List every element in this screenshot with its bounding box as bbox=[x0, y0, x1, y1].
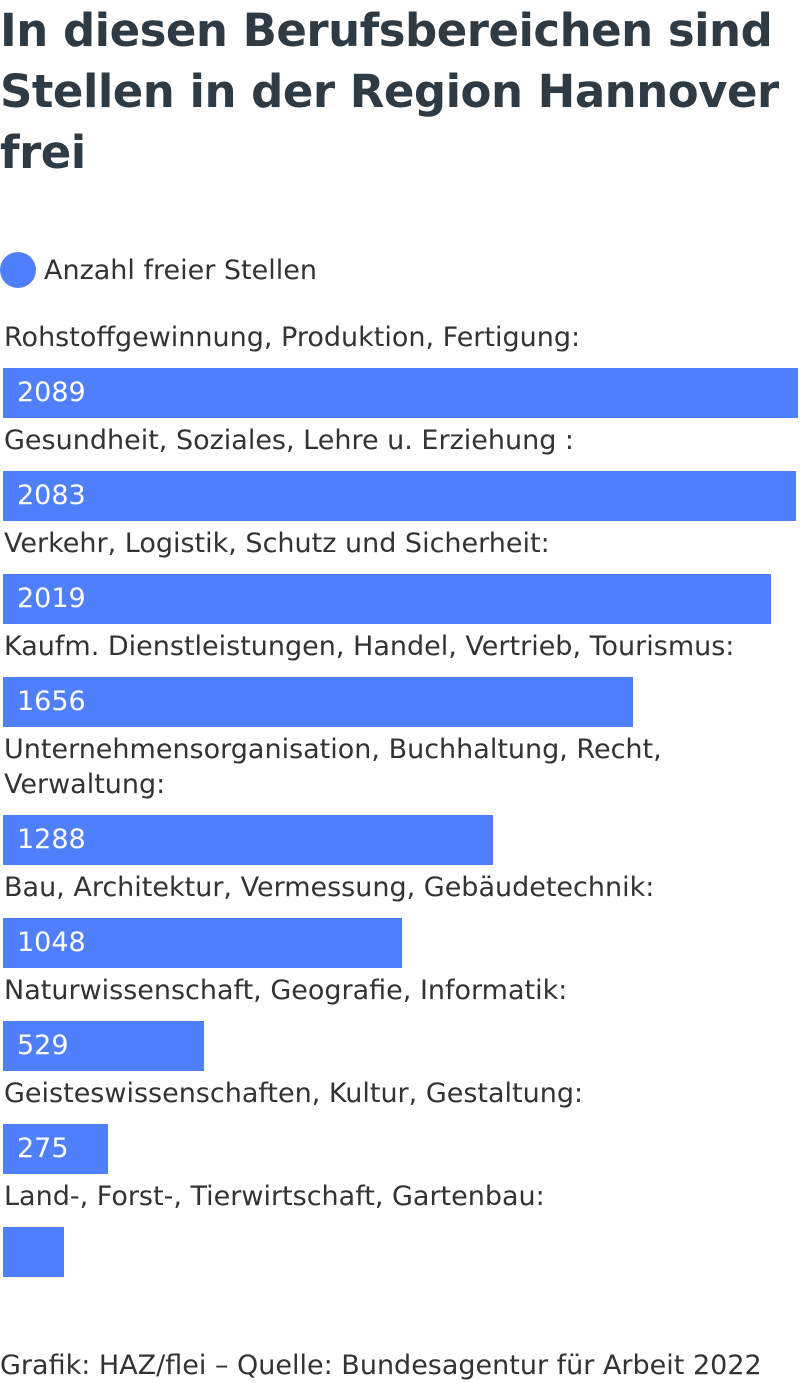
bar-value-label: 1656 bbox=[17, 686, 86, 717]
bar: 1048 bbox=[3, 918, 402, 968]
bar: 529 bbox=[3, 1021, 204, 1071]
legend-swatch-icon bbox=[0, 252, 36, 288]
bar: 275 bbox=[3, 1124, 108, 1174]
legend-label: Anzahl freier Stellen bbox=[44, 254, 317, 286]
bar: 2083 bbox=[3, 471, 796, 521]
bar-value-label: 2089 bbox=[17, 377, 86, 408]
category-label: Geisteswissenschaften, Kultur, Gestaltun… bbox=[4, 1078, 584, 1109]
bar: 1656 bbox=[3, 677, 633, 727]
category-label: Kaufm. Dienstleistungen, Handel, Vertrie… bbox=[4, 631, 735, 662]
bar-value-label: 275 bbox=[17, 1133, 69, 1164]
bar-value-label: 2019 bbox=[17, 583, 86, 614]
category-label: Verkehr, Logistik, Schutz und Sicherheit… bbox=[4, 528, 550, 559]
chart-title: In diesen Berufsbereichen sind Stellen i… bbox=[0, 4, 779, 179]
bar-value-label: 529 bbox=[17, 1030, 69, 1061]
bar: 2019 bbox=[3, 574, 771, 624]
bar-chart: Rohstoffgewinnung, Produktion, Fertigung… bbox=[3, 322, 798, 1277]
source-footer: Grafik: HAZ/flei – Quelle: Bundesagentur… bbox=[0, 1350, 762, 1381]
bar: 1288 bbox=[3, 815, 493, 865]
bar bbox=[3, 1227, 64, 1277]
legend: Anzahl freier Stellen bbox=[0, 250, 317, 290]
category-label: Bau, Architektur, Vermessung, Gebäudetec… bbox=[4, 872, 655, 903]
bar-value-label: 2083 bbox=[17, 480, 86, 511]
category-label: Rohstoffgewinnung, Produktion, Fertigung… bbox=[4, 322, 581, 353]
category-label: Unternehmensorganisation, Buchhaltung, R… bbox=[4, 734, 662, 800]
category-label: Gesundheit, Soziales, Lehre u. Erziehung… bbox=[4, 425, 575, 456]
bar-value-label: 1048 bbox=[17, 927, 86, 958]
bar-value-label: 1288 bbox=[17, 824, 86, 855]
category-label: Naturwissenschaft, Geografie, Informatik… bbox=[4, 975, 568, 1006]
bar: 2089 bbox=[3, 368, 798, 418]
category-label: Land-, Forst-, Tierwirtschaft, Gartenbau… bbox=[4, 1181, 545, 1212]
